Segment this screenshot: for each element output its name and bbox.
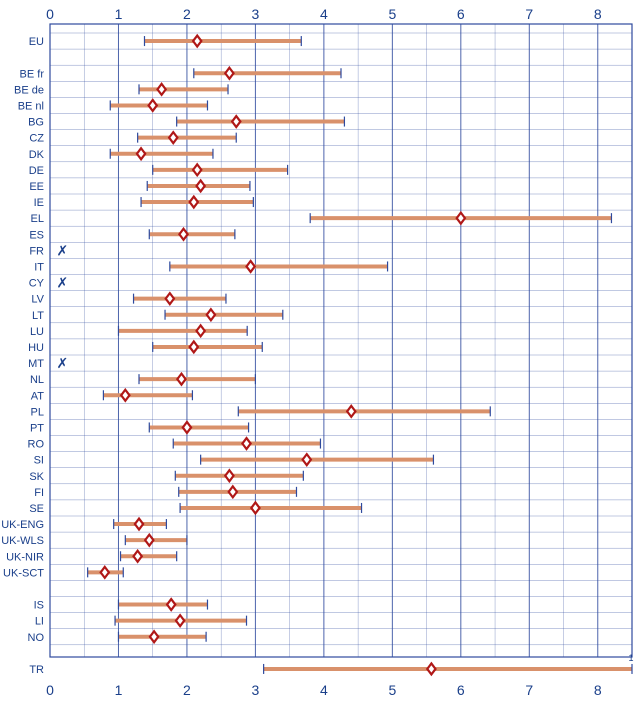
value-marker [223,65,235,81]
value-marker [223,468,235,484]
category-label: UK-ENG [1,519,44,531]
category-label: EL [31,213,44,225]
category-label: EU [29,36,44,48]
value-marker [301,452,313,467]
x-tick-label-bottom: 4 [320,682,328,698]
category-label: EE [29,181,44,193]
value-markers: ✗ ✗ ✗ 1 [56,33,634,677]
value-marker [195,323,207,339]
x-tick-label-top: 0 [46,6,54,22]
x-tick-label-bottom: 7 [525,682,533,698]
x-tick-label-bottom: 8 [594,682,602,698]
value-marker [249,500,261,516]
category-label: LV [31,294,44,306]
category-label: NO [28,632,45,644]
category-label: DE [29,165,44,177]
category-label: PT [30,422,44,434]
category-label: HU [28,342,44,354]
x-tick-label-top: 7 [525,6,533,22]
x-axis-ticks: 0 0 1 1 2 2 3 3 4 4 5 5 6 6 7 7 8 8 [46,6,602,698]
value-marker [425,661,437,677]
category-label: ES [29,229,44,241]
category-label: IE [34,197,44,209]
category-label: SI [34,455,44,467]
value-marker [241,436,253,451]
x-tick-label-bottom: 2 [183,682,191,698]
category-label: LU [30,326,44,338]
value-marker [156,82,168,97]
category-label: CZ [29,133,44,145]
category-label: LT [32,310,44,322]
value-marker [205,307,217,323]
value-marker [148,629,160,645]
x-tick-label-top: 2 [183,6,191,22]
category-label: TR [29,664,44,676]
x-tick-label-top: 6 [457,6,465,22]
value-marker [165,597,177,612]
category-label: BE nl [18,100,44,112]
x-tick-label-bottom: 3 [252,682,260,698]
value-marker [455,210,467,226]
category-label: RO [28,439,45,451]
category-label: SE [29,503,44,515]
value-marker [245,259,257,274]
category-label: MT [28,358,44,370]
category-label: SK [29,471,44,483]
category-label: FI [34,487,44,499]
category-label: AT [31,390,45,402]
category-label: IT [34,261,44,273]
x-tick-label-bottom: 6 [457,682,465,698]
value-marker [195,178,207,194]
value-marker [191,33,203,49]
category-label: UK-WLS [1,535,44,547]
x-tick-label-top: 8 [594,6,602,22]
value-marker [164,291,176,306]
x-tick-label-bottom: 5 [388,682,396,698]
value-marker [227,484,239,500]
category-label: BG [28,117,44,129]
category-label: FR [29,245,44,257]
value-marker [230,114,242,129]
category-label: LI [35,616,44,628]
not-available-mark: ✗ [56,356,68,372]
value-marker [181,420,193,435]
value-marker [167,130,179,145]
category-label: UK-SCT [3,567,44,579]
category-label: BE fr [20,68,45,80]
x-tick-label-bottom: 1 [115,682,123,698]
value-marker [178,226,190,242]
value-marker [99,565,111,580]
value-marker [174,613,186,628]
x-tick-label-top: 1 [115,6,123,22]
overflow-label: 1 [628,653,633,663]
category-label: BE de [14,84,44,96]
not-available-mark: ✗ [56,243,68,259]
category-labels: EU BE fr BE de BE nl BG CZ DK DE EE IE EL ES FR IT CY L… [1,36,44,676]
category-label: DK [29,149,45,161]
value-marker [135,146,147,162]
value-marker [191,162,203,178]
value-marker [188,194,200,210]
value-marker [133,516,145,532]
category-label: IS [34,600,44,612]
value-marker [132,548,144,564]
x-tick-label-top: 4 [320,6,328,22]
value-marker [119,387,131,403]
value-marker [175,371,187,387]
category-label: UK-NIR [6,551,44,563]
value-marker [345,404,357,419]
x-tick-label-bottom: 0 [46,682,54,698]
grid-layer [49,23,633,658]
category-label: PL [31,406,44,418]
not-available-mark: ✗ [56,276,68,292]
category-label: NL [30,374,44,386]
value-marker [143,532,155,548]
value-marker [188,339,200,355]
value-marker [147,98,159,113]
x-tick-label-top: 5 [388,6,396,22]
category-label: CY [29,278,45,290]
x-tick-label-top: 3 [252,6,260,22]
